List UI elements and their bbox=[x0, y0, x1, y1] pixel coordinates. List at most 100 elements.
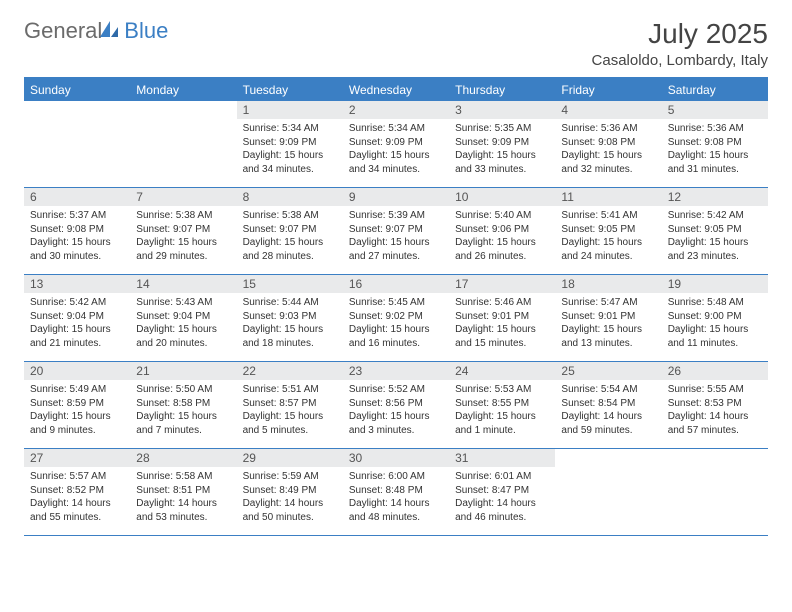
day-number: 20 bbox=[24, 362, 130, 380]
day-cell: 14Sunrise: 5:43 AMSunset: 9:04 PMDayligh… bbox=[130, 275, 236, 361]
day-number: 6 bbox=[24, 188, 130, 206]
day-cell: 26Sunrise: 5:55 AMSunset: 8:53 PMDayligh… bbox=[662, 362, 768, 448]
day-details: Sunrise: 5:44 AMSunset: 9:03 PMDaylight:… bbox=[237, 293, 343, 355]
day-number: 18 bbox=[555, 275, 661, 293]
day-number: 8 bbox=[237, 188, 343, 206]
day-cell: 2Sunrise: 5:34 AMSunset: 9:09 PMDaylight… bbox=[343, 101, 449, 187]
day-cell: 15Sunrise: 5:44 AMSunset: 9:03 PMDayligh… bbox=[237, 275, 343, 361]
day-details: Sunrise: 5:57 AMSunset: 8:52 PMDaylight:… bbox=[24, 467, 130, 529]
day-details: Sunrise: 6:01 AMSunset: 8:47 PMDaylight:… bbox=[449, 467, 555, 529]
day-details: Sunrise: 5:43 AMSunset: 9:04 PMDaylight:… bbox=[130, 293, 236, 355]
day-number: 30 bbox=[343, 449, 449, 467]
day-cell: 12Sunrise: 5:42 AMSunset: 9:05 PMDayligh… bbox=[662, 188, 768, 274]
day-number: 1 bbox=[237, 101, 343, 119]
day-number: 5 bbox=[662, 101, 768, 119]
day-number: 23 bbox=[343, 362, 449, 380]
day-cell bbox=[555, 449, 661, 535]
day-number: 4 bbox=[555, 101, 661, 119]
day-number: 25 bbox=[555, 362, 661, 380]
logo: General Blue bbox=[24, 18, 168, 44]
day-cell: 8Sunrise: 5:38 AMSunset: 9:07 PMDaylight… bbox=[237, 188, 343, 274]
day-number: 3 bbox=[449, 101, 555, 119]
day-number: 28 bbox=[130, 449, 236, 467]
day-details: Sunrise: 5:45 AMSunset: 9:02 PMDaylight:… bbox=[343, 293, 449, 355]
week-row: 6Sunrise: 5:37 AMSunset: 9:08 PMDaylight… bbox=[24, 188, 768, 275]
day-cell: 3Sunrise: 5:35 AMSunset: 9:09 PMDaylight… bbox=[449, 101, 555, 187]
day-number: 22 bbox=[237, 362, 343, 380]
day-details: Sunrise: 5:35 AMSunset: 9:09 PMDaylight:… bbox=[449, 119, 555, 181]
day-number: 11 bbox=[555, 188, 661, 206]
day-details: Sunrise: 5:36 AMSunset: 9:08 PMDaylight:… bbox=[662, 119, 768, 181]
day-number: 17 bbox=[449, 275, 555, 293]
day-cell: 6Sunrise: 5:37 AMSunset: 9:08 PMDaylight… bbox=[24, 188, 130, 274]
day-header-cell: Wednesday bbox=[343, 79, 449, 101]
day-details: Sunrise: 5:37 AMSunset: 9:08 PMDaylight:… bbox=[24, 206, 130, 268]
day-cell: 23Sunrise: 5:52 AMSunset: 8:56 PMDayligh… bbox=[343, 362, 449, 448]
day-header-row: SundayMondayTuesdayWednesdayThursdayFrid… bbox=[24, 79, 768, 101]
day-cell: 5Sunrise: 5:36 AMSunset: 9:08 PMDaylight… bbox=[662, 101, 768, 187]
day-number: 19 bbox=[662, 275, 768, 293]
day-cell: 10Sunrise: 5:40 AMSunset: 9:06 PMDayligh… bbox=[449, 188, 555, 274]
day-cell: 7Sunrise: 5:38 AMSunset: 9:07 PMDaylight… bbox=[130, 188, 236, 274]
day-number: 15 bbox=[237, 275, 343, 293]
day-cell bbox=[662, 449, 768, 535]
day-details: Sunrise: 5:42 AMSunset: 9:05 PMDaylight:… bbox=[662, 206, 768, 268]
day-number: 26 bbox=[662, 362, 768, 380]
day-cell bbox=[24, 101, 130, 187]
logo-text-general: General bbox=[24, 18, 102, 44]
month-title: July 2025 bbox=[592, 18, 768, 50]
day-details: Sunrise: 5:58 AMSunset: 8:51 PMDaylight:… bbox=[130, 467, 236, 529]
day-cell: 24Sunrise: 5:53 AMSunset: 8:55 PMDayligh… bbox=[449, 362, 555, 448]
day-details: Sunrise: 5:39 AMSunset: 9:07 PMDaylight:… bbox=[343, 206, 449, 268]
day-details: Sunrise: 5:34 AMSunset: 9:09 PMDaylight:… bbox=[343, 119, 449, 181]
day-cell: 11Sunrise: 5:41 AMSunset: 9:05 PMDayligh… bbox=[555, 188, 661, 274]
day-number: 16 bbox=[343, 275, 449, 293]
day-cell bbox=[130, 101, 236, 187]
day-details: Sunrise: 5:55 AMSunset: 8:53 PMDaylight:… bbox=[662, 380, 768, 442]
location: Casaloldo, Lombardy, Italy bbox=[592, 52, 768, 69]
day-details: Sunrise: 5:42 AMSunset: 9:04 PMDaylight:… bbox=[24, 293, 130, 355]
week-row: 20Sunrise: 5:49 AMSunset: 8:59 PMDayligh… bbox=[24, 362, 768, 449]
day-number: 10 bbox=[449, 188, 555, 206]
day-header-cell: Thursday bbox=[449, 79, 555, 101]
day-header-cell: Monday bbox=[130, 79, 236, 101]
title-block: July 2025 Casaloldo, Lombardy, Italy bbox=[592, 18, 768, 69]
day-details: Sunrise: 6:00 AMSunset: 8:48 PMDaylight:… bbox=[343, 467, 449, 529]
day-cell: 1Sunrise: 5:34 AMSunset: 9:09 PMDaylight… bbox=[237, 101, 343, 187]
day-header-cell: Saturday bbox=[662, 79, 768, 101]
day-details: Sunrise: 5:49 AMSunset: 8:59 PMDaylight:… bbox=[24, 380, 130, 442]
header: General Blue July 2025 Casaloldo, Lombar… bbox=[24, 18, 768, 69]
day-cell: 13Sunrise: 5:42 AMSunset: 9:04 PMDayligh… bbox=[24, 275, 130, 361]
day-number: 14 bbox=[130, 275, 236, 293]
day-details: Sunrise: 5:36 AMSunset: 9:08 PMDaylight:… bbox=[555, 119, 661, 181]
week-row: 27Sunrise: 5:57 AMSunset: 8:52 PMDayligh… bbox=[24, 449, 768, 536]
day-cell: 25Sunrise: 5:54 AMSunset: 8:54 PMDayligh… bbox=[555, 362, 661, 448]
logo-text-blue: Blue bbox=[124, 18, 168, 44]
day-details: Sunrise: 5:47 AMSunset: 9:01 PMDaylight:… bbox=[555, 293, 661, 355]
day-cell: 21Sunrise: 5:50 AMSunset: 8:58 PMDayligh… bbox=[130, 362, 236, 448]
day-cell: 9Sunrise: 5:39 AMSunset: 9:07 PMDaylight… bbox=[343, 188, 449, 274]
day-cell: 19Sunrise: 5:48 AMSunset: 9:00 PMDayligh… bbox=[662, 275, 768, 361]
day-details: Sunrise: 5:41 AMSunset: 9:05 PMDaylight:… bbox=[555, 206, 661, 268]
day-cell: 30Sunrise: 6:00 AMSunset: 8:48 PMDayligh… bbox=[343, 449, 449, 535]
day-details: Sunrise: 5:52 AMSunset: 8:56 PMDaylight:… bbox=[343, 380, 449, 442]
week-row: 13Sunrise: 5:42 AMSunset: 9:04 PMDayligh… bbox=[24, 275, 768, 362]
day-number: 29 bbox=[237, 449, 343, 467]
day-details: Sunrise: 5:38 AMSunset: 9:07 PMDaylight:… bbox=[130, 206, 236, 268]
day-details: Sunrise: 5:51 AMSunset: 8:57 PMDaylight:… bbox=[237, 380, 343, 442]
day-details: Sunrise: 5:34 AMSunset: 9:09 PMDaylight:… bbox=[237, 119, 343, 181]
day-details: Sunrise: 5:53 AMSunset: 8:55 PMDaylight:… bbox=[449, 380, 555, 442]
day-header-cell: Friday bbox=[555, 79, 661, 101]
day-details: Sunrise: 5:59 AMSunset: 8:49 PMDaylight:… bbox=[237, 467, 343, 529]
logo-sail-icon bbox=[98, 19, 120, 44]
day-number: 24 bbox=[449, 362, 555, 380]
day-cell: 4Sunrise: 5:36 AMSunset: 9:08 PMDaylight… bbox=[555, 101, 661, 187]
day-cell: 27Sunrise: 5:57 AMSunset: 8:52 PMDayligh… bbox=[24, 449, 130, 535]
day-details: Sunrise: 5:38 AMSunset: 9:07 PMDaylight:… bbox=[237, 206, 343, 268]
day-number: 27 bbox=[24, 449, 130, 467]
day-cell: 31Sunrise: 6:01 AMSunset: 8:47 PMDayligh… bbox=[449, 449, 555, 535]
day-header-cell: Sunday bbox=[24, 79, 130, 101]
calendar: SundayMondayTuesdayWednesdayThursdayFrid… bbox=[24, 77, 768, 536]
day-cell: 17Sunrise: 5:46 AMSunset: 9:01 PMDayligh… bbox=[449, 275, 555, 361]
day-number: 31 bbox=[449, 449, 555, 467]
